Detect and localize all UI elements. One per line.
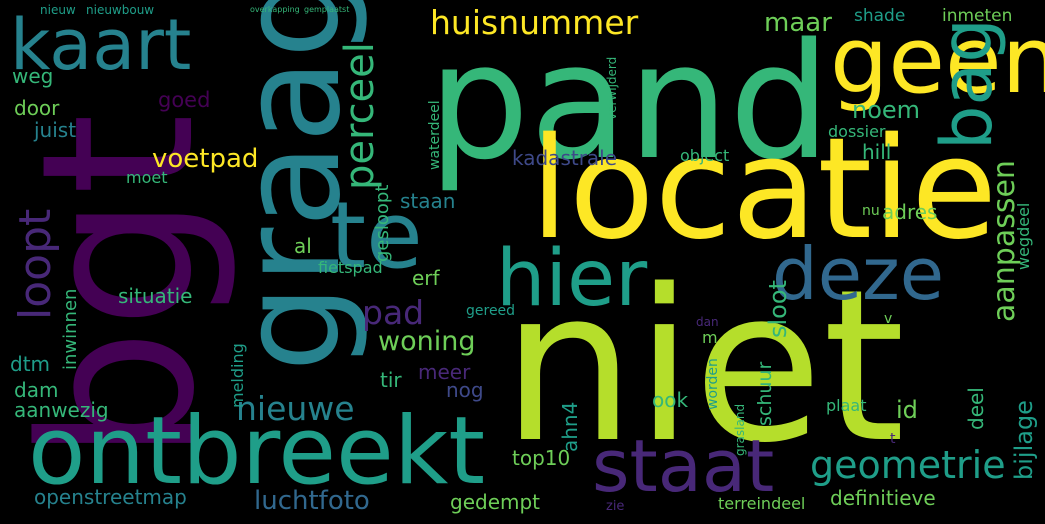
word-goed: goed (158, 88, 211, 112)
word-schuur: schuur (754, 361, 776, 426)
word-gesloopt: gesloopt (372, 184, 393, 262)
word-meer: meer (418, 360, 471, 384)
word-m: m (702, 328, 718, 347)
word-gereed: gereed (466, 303, 516, 319)
word-v: v (884, 311, 893, 327)
word-definitieve: definitieve (830, 486, 936, 510)
word-gedempt: gedempt (450, 490, 541, 514)
word-kaart: kaart (10, 4, 192, 86)
word-gemplaatst: gemplaatst (304, 5, 350, 14)
word-t: t (890, 431, 896, 447)
word-maar: maar (764, 8, 832, 38)
word-geometrie: geometrie (810, 443, 1006, 487)
word-inwinnen: inwinnen (60, 288, 81, 370)
word-sloot: sloot (764, 280, 792, 338)
word-kadastrale: kadastrale (512, 146, 618, 170)
word-deel: deel (964, 387, 988, 430)
word-nieuw: nieuw (40, 3, 76, 17)
word-worden: worden (705, 358, 721, 410)
word-locatie: locatie (530, 108, 998, 271)
word-id: id (896, 396, 918, 424)
word-perceel: perceel (337, 42, 383, 190)
word-voetpad: voetpad (152, 144, 259, 174)
word-verwijderd: verwijderd (605, 56, 619, 120)
word-object: object (680, 146, 730, 165)
word-fietspad: fietspad (318, 258, 383, 277)
word-overkapping: overkapping (250, 5, 300, 14)
word-al: al (294, 234, 312, 258)
word-huisnummer: huisnummer (430, 3, 639, 42)
word-ook: ook (652, 388, 689, 412)
word-wegdeel: wegdeel (1014, 202, 1033, 270)
word-pad: pad (362, 293, 425, 332)
word-terreindeel: terreindeel (718, 494, 806, 513)
word-nieuwbouw: nieuwbouw (86, 3, 155, 17)
word-pand: pand (428, 8, 831, 195)
word-waterdeel: waterdeel (427, 100, 443, 170)
word-moet: moet (126, 168, 168, 187)
word-zie: zie (606, 499, 625, 514)
word-aanwezig: aanwezig (14, 398, 109, 422)
word-dam: dam (14, 378, 59, 402)
word-shade: shade (854, 6, 906, 26)
word-woning: woning (378, 326, 476, 357)
word-juist: juist (34, 118, 77, 142)
word-top10: top10 (512, 446, 571, 470)
word-te: te (330, 182, 423, 289)
word-bijlage: bijlage (1010, 400, 1038, 480)
word-door: door (14, 96, 60, 120)
word-tir: tir (380, 368, 402, 392)
word-deze: deze (772, 232, 945, 316)
word-hill: hill (862, 140, 892, 164)
word-hier: hier (496, 234, 648, 324)
word-luchtfoto: luchtfoto (254, 486, 370, 516)
word-loopt: loopt (10, 208, 61, 320)
word-nu: nu (862, 203, 880, 219)
word-weg: weg (12, 64, 54, 88)
word-nog: nog (446, 378, 484, 402)
word-dan: dan (696, 315, 719, 329)
word-staan: staan (400, 189, 456, 213)
word-dossier: dossier (828, 122, 886, 141)
word-nieuwe: nieuwe (236, 389, 355, 428)
word-ahn4: ahn4 (558, 401, 582, 452)
word-openstreetmap: openstreetmap (34, 485, 187, 509)
word-melding: melding (228, 343, 247, 408)
word-grasland: grasland (733, 403, 747, 456)
word-erf: erf (412, 266, 440, 290)
word-niet: niet (502, 244, 905, 489)
word-plaat: plaat (826, 396, 867, 415)
word-adres: adres (882, 200, 938, 224)
word-ontbreekt: ontbreekt (28, 397, 486, 506)
word-geen: geen (830, 7, 1045, 114)
word-staat: staat (592, 424, 775, 508)
word-inmeten: inmeten (942, 6, 1013, 26)
word-situatie: situatie (118, 284, 193, 308)
word-dtm: dtm (10, 352, 51, 376)
word-bag: bag (926, 18, 1008, 150)
word-noem: noem (852, 96, 921, 124)
